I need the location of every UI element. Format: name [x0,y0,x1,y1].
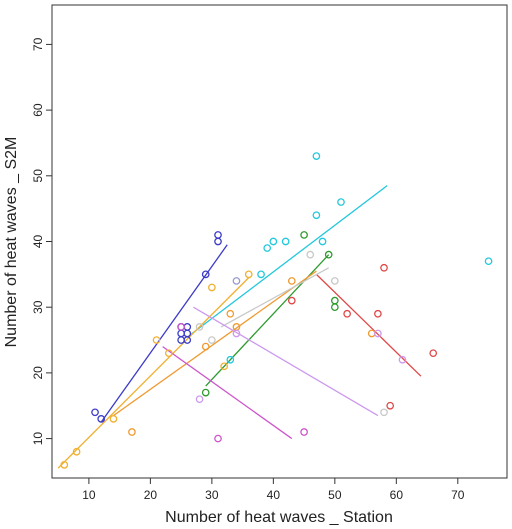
data-point [183,329,192,338]
data-point [367,329,376,338]
data-point [214,231,222,239]
fit-line-5 [57,277,250,469]
x-tick-label: 50 [328,488,342,502]
fit-line-6 [113,270,317,417]
data-point [214,237,222,246]
data-point [324,250,333,259]
data-point [306,250,315,259]
data-point [337,198,345,206]
data-point [97,415,106,423]
y-tick-label: 60 [31,103,45,117]
x-tick-label: 40 [267,488,281,502]
data-point [429,349,438,358]
data-point [318,237,327,246]
plot-frame [51,4,508,479]
x-axis: 10 20 30 40 50 60 70 [82,478,465,502]
data-point [177,336,185,344]
data-point [91,408,99,417]
data-point [195,395,204,404]
data-point [226,355,235,364]
data-point [128,428,136,436]
data-point [398,355,407,364]
data-point [208,336,216,344]
data-point [312,152,321,160]
data-point [232,277,241,285]
data-point [208,283,216,292]
data-point [374,309,382,318]
fit-line-1 [100,244,228,423]
data-point [201,270,210,279]
data-point [312,211,321,220]
data-point [380,263,388,272]
data-point [109,415,118,423]
y-tick-label: 70 [31,37,45,51]
x-axis-title: Number of heat waves _ Station [165,509,393,526]
y-tick-label: 50 [31,169,45,183]
data-point [257,270,265,279]
data-point [287,277,296,285]
data-point [183,323,192,331]
x-tick-label: 10 [82,488,96,502]
data-point [183,336,192,344]
data-point [60,461,69,469]
fit-line-4 [315,273,422,377]
data-point [287,296,296,305]
data-point [72,447,81,456]
regression-lines [57,185,422,469]
data-point [374,329,382,338]
x-tick-label: 60 [390,488,404,502]
data-point [220,362,229,371]
data-point [343,309,351,318]
fit-line-7 [220,267,330,328]
data-point [195,323,204,331]
data-point [232,329,241,338]
data-point [300,428,308,436]
x-tick-label: 30 [205,488,219,502]
data-point [201,342,210,351]
data-point [177,323,185,331]
x-tick-label: 70 [451,488,465,502]
data-point [226,309,235,318]
data-point [330,296,339,305]
y-tick-label: 10 [31,432,45,446]
fit-line-3 [205,254,330,387]
data-point [152,336,161,344]
y-tick-label: 20 [31,366,45,380]
data-point [263,244,272,252]
y-axis: 10 20 30 40 50 60 70 [31,37,52,445]
data-point [214,434,222,443]
data-point [386,401,395,410]
data-point [380,408,388,417]
x-tick-label: 20 [144,488,158,502]
data-point [281,237,290,246]
data-point [269,237,278,246]
data-points [60,152,493,469]
fit-line-2 [189,185,388,336]
fit-line-8 [193,306,379,417]
fit-line-9 [162,346,293,440]
data-point [330,303,339,312]
data-point [244,270,253,279]
y-axis-title: Number of heat waves _ S2M [3,137,20,348]
y-tick-label: 30 [31,300,45,314]
data-point [484,257,493,266]
data-point [177,329,185,338]
data-point [300,231,308,239]
y-tick-label: 40 [31,235,45,249]
data-point [164,349,173,358]
data-point [330,277,339,285]
data-point [201,388,210,397]
